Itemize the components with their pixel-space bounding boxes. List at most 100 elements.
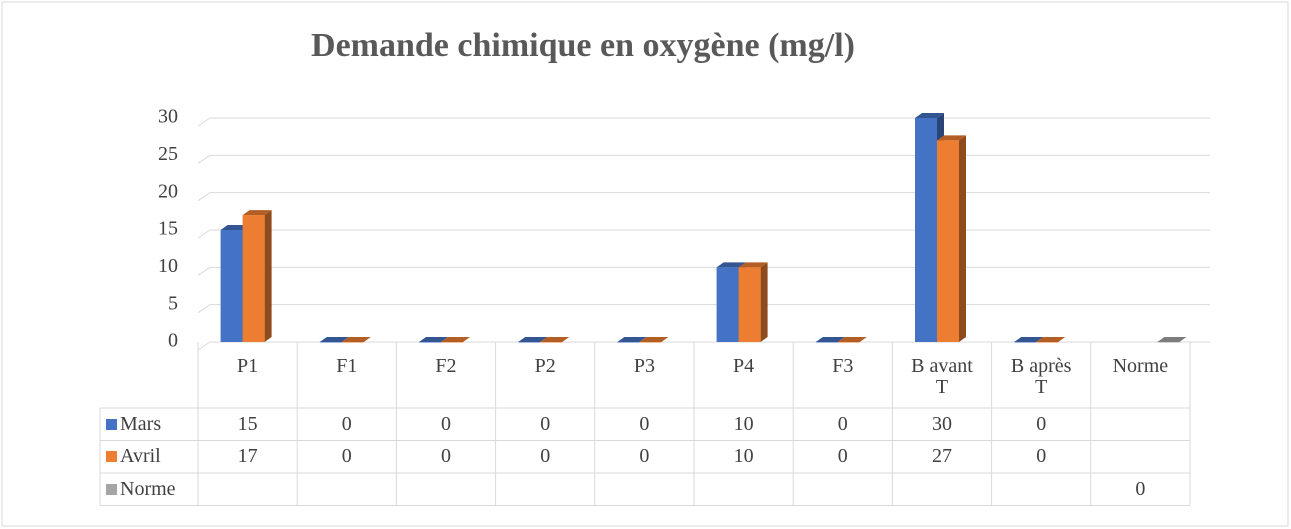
bar — [738, 262, 768, 342]
x-tick-label: P4 — [694, 342, 793, 408]
bar — [540, 337, 570, 343]
bar-front — [220, 230, 243, 342]
bar-front — [540, 342, 563, 343]
bar — [1157, 337, 1187, 343]
data-label: 0 — [992, 441, 1091, 474]
x-tick-label: B avant T — [892, 342, 991, 408]
bar — [518, 337, 548, 343]
chart-title: Demande chimique en oxygène (mg/l) — [311, 27, 855, 64]
y-tick-label: 15 — [158, 218, 178, 240]
bar — [441, 337, 470, 343]
bar-front — [518, 342, 541, 343]
x-tick-label: P2 — [496, 342, 595, 408]
grid-line — [197, 154, 1210, 164]
grid-line — [197, 304, 1210, 314]
bar-front — [716, 267, 739, 342]
x-tick-label: F3 — [793, 342, 892, 408]
data-label-text: 0 — [1036, 445, 1047, 468]
data-label: 0 — [992, 408, 1091, 441]
data-label-text: 0 — [1135, 477, 1146, 500]
bar — [319, 337, 349, 343]
grid-line — [197, 266, 1210, 276]
x-tick-label-text: F3 — [832, 355, 854, 377]
data-label-text: 0 — [440, 412, 451, 435]
data-label: 0 — [1091, 473, 1190, 506]
bar-front — [639, 342, 662, 343]
data-label: 10 — [694, 441, 793, 474]
bar-top — [319, 337, 349, 342]
data-label: 15 — [198, 408, 297, 441]
bar-top — [341, 337, 371, 342]
x-tick-label-text: F1 — [336, 355, 358, 377]
bar — [419, 337, 448, 343]
data-label-text: 30 — [931, 412, 952, 435]
data-label: 27 — [892, 441, 991, 474]
bar — [815, 337, 845, 343]
legend-entry: Mars — [100, 408, 198, 441]
x-tick-label: P3 — [595, 342, 694, 408]
data-label: 0 — [793, 408, 892, 441]
data-label-text: 0 — [540, 445, 551, 468]
data-label-text: 0 — [440, 445, 451, 468]
data-label-text: 27 — [931, 445, 952, 468]
bar-side — [959, 135, 966, 342]
bar-front — [738, 267, 761, 342]
data-label: 0 — [396, 441, 495, 474]
bar — [1036, 337, 1066, 343]
y-tick-label: 10 — [158, 255, 178, 277]
bar-top — [540, 337, 570, 342]
bar-front — [1157, 342, 1180, 343]
data-label: 0 — [496, 441, 595, 474]
data-label: 0 — [595, 408, 694, 441]
data-label: 30 — [892, 408, 991, 441]
bar-top — [1157, 337, 1187, 342]
bar-top — [716, 262, 746, 268]
x-tick-label-text: P2 — [534, 355, 556, 377]
legend-label: Avril — [120, 445, 161, 468]
data-label-text: 0 — [341, 412, 352, 435]
data-label: 10 — [694, 408, 793, 441]
bar — [837, 337, 867, 343]
bar-top — [617, 337, 647, 342]
x-tick-label-text: Norme — [1112, 355, 1169, 377]
data-label-text: 0 — [639, 445, 650, 468]
bar-front — [1014, 342, 1037, 343]
bar-front — [242, 215, 265, 342]
x-tick-label: Norme — [1091, 342, 1190, 408]
bar-side — [264, 210, 272, 342]
bar-top — [738, 262, 768, 268]
y-tick-label: 30 — [158, 106, 178, 128]
x-tick-label-text: F2 — [435, 355, 457, 377]
bar — [617, 337, 647, 343]
x-tick-label: F2 — [396, 342, 495, 408]
data-label: 0 — [396, 408, 495, 441]
grid-line — [197, 341, 1210, 351]
y-tick-label: 5 — [168, 292, 178, 314]
data-label-text: 0 — [540, 412, 551, 435]
x-tick-label-text: P3 — [633, 355, 655, 377]
x-tick-label-text: B après T — [1010, 355, 1072, 398]
bar-front — [1036, 342, 1059, 343]
data-label: 0 — [297, 441, 396, 474]
bar-front — [815, 342, 838, 343]
bar — [341, 337, 371, 343]
legend-label: Mars — [120, 412, 162, 435]
bar-top — [915, 113, 944, 118]
x-tick-label-text: B avant T — [911, 355, 973, 398]
data-label-text: 0 — [837, 412, 848, 435]
legend-label: Norme — [120, 477, 176, 500]
data-label: 0 — [297, 408, 396, 441]
data-label-text: 0 — [837, 445, 848, 468]
data-label: 0 — [496, 408, 595, 441]
legend-entry: Avril — [100, 441, 198, 474]
bar-front — [319, 342, 342, 343]
legend-key — [106, 418, 117, 430]
data-label-text: 10 — [733, 412, 754, 435]
y-tick-label: 25 — [158, 143, 178, 165]
grid-line — [197, 117, 1210, 127]
data-label-text: 17 — [237, 445, 258, 468]
data-label: 0 — [793, 441, 892, 474]
bar-top — [639, 337, 669, 342]
